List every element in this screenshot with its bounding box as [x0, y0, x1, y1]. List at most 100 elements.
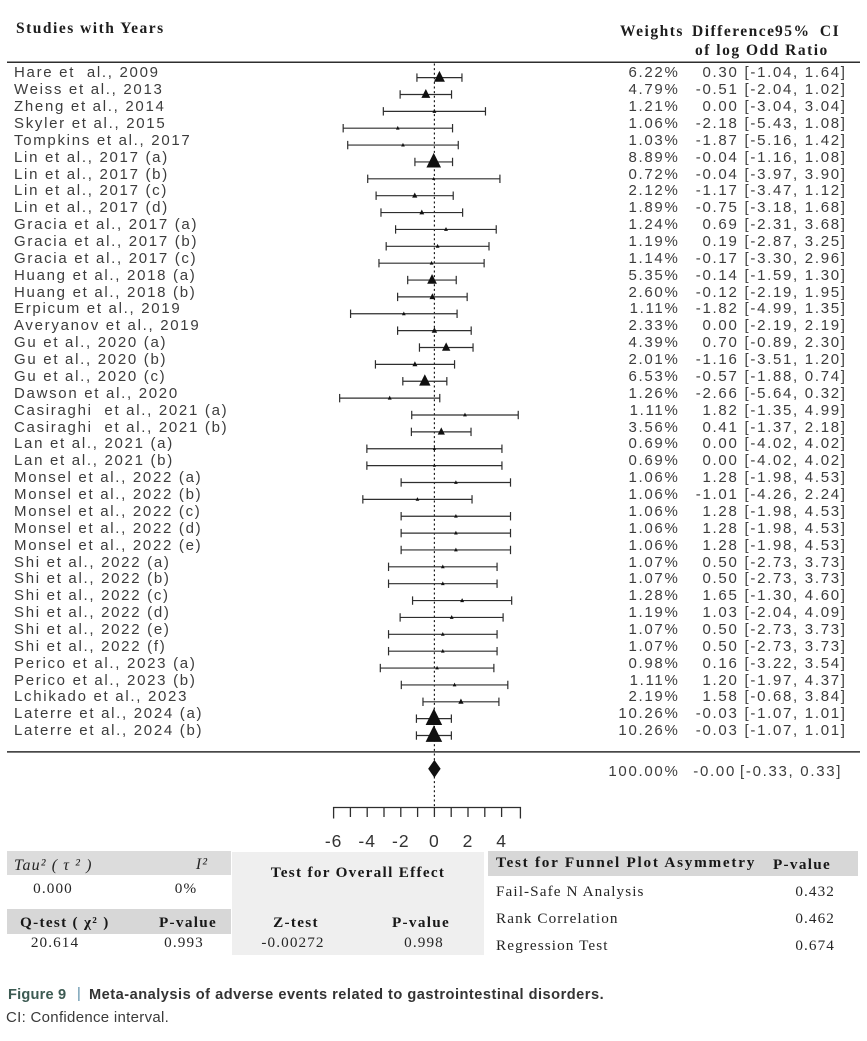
study-label: Shi et al., 2022 (b) [14, 570, 171, 588]
axis-tick-label: -4 [358, 831, 376, 851]
effect-marker [425, 708, 443, 725]
study-ci: [-2.04, 4.09] [744, 604, 847, 622]
effect-marker [426, 152, 442, 168]
qtest-value: 20.614 [30, 933, 80, 951]
study-label: Dawson et al., 2020 [14, 384, 179, 402]
oe-pvalue-value: 0.998 [404, 934, 444, 951]
study-ci: [-3.22, 3.54] [744, 654, 847, 672]
study-difference: -1.87 [695, 131, 739, 149]
study-label: Laterre et al., 2024 (b) [14, 722, 204, 740]
study-difference: -2.66 [695, 384, 739, 402]
study-weight: 4.39% [628, 334, 680, 352]
study-ci: [-2.73, 3.73] [744, 570, 847, 588]
effect-marker [412, 361, 418, 367]
study-weight: 1.14% [628, 249, 680, 267]
tau2-value: 0.000 [33, 879, 73, 897]
study-weight: 0.72% [628, 165, 680, 183]
study-label: Gracia et al., 2017 (a) [14, 216, 199, 234]
study-label: Laterre et al., 2024 (a) [14, 705, 204, 723]
axis-tick-label: -6 [324, 831, 343, 851]
study-label: Lchikado et al., 2023 [14, 688, 189, 706]
overall-effect-block [232, 852, 484, 955]
funnel-row-value: 0.432 [795, 883, 835, 900]
study-label: Gu et al., 2020 (b) [14, 351, 168, 369]
study-label: Monsel et al., 2022 (a) [14, 469, 203, 487]
study-ci: [-1.98, 4.53] [744, 536, 847, 554]
study-label: Shi et al., 2022 (f) [14, 637, 167, 655]
overall-weight: 100.00% [608, 762, 680, 780]
study-label: Lin et al., 2017 (d) [14, 199, 169, 217]
het-pvalue-header: P-value [158, 914, 218, 931]
study-weight: 1.07% [628, 621, 680, 638]
study-ci: [-4.02, 4.02] [744, 435, 847, 453]
funnel-header-band [488, 850, 858, 876]
study-ci: [-3.97, 3.90] [744, 165, 847, 183]
study-ci: [-2.04, 1.02] [744, 81, 847, 99]
study-difference: 0.69 [702, 216, 739, 234]
study-weight: 1.26% [628, 384, 680, 402]
study-difference: 1.58 [702, 688, 739, 706]
study-label: Gracia et al., 2017 (b) [14, 233, 199, 250]
effect-marker [431, 327, 438, 333]
effect-marker [432, 108, 437, 113]
study-ci: [-1.37, 2.18] [744, 418, 847, 436]
effect-marker [460, 598, 465, 603]
i2-header: I² [195, 855, 209, 873]
study-difference: 0.50 [702, 637, 739, 655]
effect-marker [454, 530, 458, 535]
overall-ci: [-0.33, 0.33] [740, 762, 843, 780]
study-label: Gracia et al., 2017 (c) [14, 249, 198, 267]
funnel-pvalue-header: P-value [772, 855, 832, 873]
funnel-row-label: Fail-Safe N Analysis [496, 883, 645, 900]
effect-marker [415, 497, 420, 501]
study-weight: 1.06% [628, 469, 680, 487]
tau2-header: Tau² ( τ ² ) [14, 857, 93, 874]
study-label: Shi et al., 2022 (a) [14, 553, 171, 571]
overall-difference: -0.00 [693, 762, 736, 780]
study-difference: 0.16 [702, 654, 739, 672]
study-ci: [-3.04, 3.04] [744, 98, 847, 116]
study-weight: 1.11% [629, 401, 680, 419]
study-difference: -0.14 [695, 266, 739, 284]
study-difference: -0.04 [695, 165, 739, 183]
study-difference: 0.50 [702, 570, 739, 588]
study-ci: [-2.19, 1.95] [744, 283, 847, 301]
study-weight: 1.06% [628, 486, 680, 504]
funnel-title: Test for Funnel Plot Asymmetry [496, 853, 757, 871]
study-label: Monsel et al., 2022 (e) [14, 536, 203, 554]
study-ci: [-1.35, 4.99] [744, 401, 847, 419]
effect-marker [454, 480, 458, 484]
effect-marker [449, 615, 454, 619]
effect-marker [395, 125, 400, 130]
study-weight: 1.19% [628, 604, 680, 622]
study-ci: [-3.51, 1.20] [744, 351, 847, 369]
study-weight: 10.26% [618, 705, 680, 723]
i2-value: 0% [174, 879, 198, 897]
study-label: Lan et al., 2021 (a) [14, 435, 174, 453]
study-difference: 1.28 [702, 519, 739, 537]
study-difference: -0.75 [695, 199, 739, 217]
col-header-subtitle: of log Odd Ratio [695, 42, 829, 59]
study-ci: [-1.98, 4.53] [744, 469, 847, 487]
caption-text: Meta-analysis of adverse events related … [89, 987, 605, 1003]
effect-marker [440, 648, 445, 653]
study-difference: -0.12 [695, 283, 739, 301]
study-ci: [-1.16, 1.08] [744, 148, 847, 166]
effect-marker [454, 547, 458, 552]
het-pvalue-value: 0.993 [164, 933, 204, 951]
caption-note: CI: Confidence interval. [6, 1008, 170, 1026]
study-ci: [-3.18, 1.68] [744, 199, 847, 217]
study-difference: -0.04 [695, 148, 739, 166]
effect-marker [387, 395, 392, 400]
study-difference: -1.17 [695, 182, 739, 200]
effect-marker [458, 698, 464, 704]
study-label: Lan et al., 2021 (b) [14, 452, 174, 470]
study-label: Monsel et al., 2022 (d) [14, 519, 203, 537]
effect-marker [429, 293, 436, 300]
study-weight: 10.26% [618, 722, 680, 740]
study-label: Averyanov et al., 2019 [14, 317, 201, 335]
study-label: Perico et al., 2023 (b) [14, 671, 197, 689]
study-label: Casiraghi et al., 2021 (a) [14, 401, 229, 419]
